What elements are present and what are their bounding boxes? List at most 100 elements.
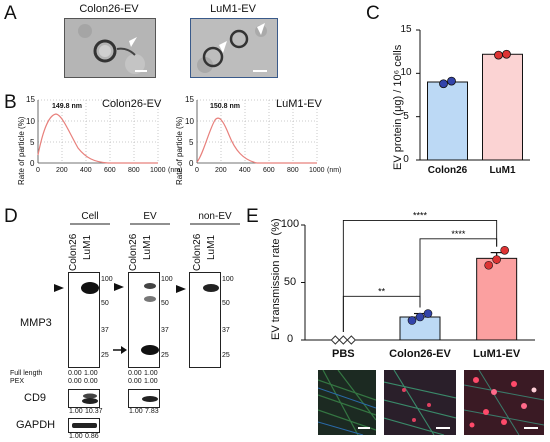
chart-e-point bbox=[500, 245, 509, 255]
chart-c-category: LuM1 bbox=[489, 165, 516, 176]
chart-c-category: Colon26 bbox=[427, 165, 468, 176]
blot-mmp3-cell bbox=[68, 272, 100, 368]
arrowhead-ev-full bbox=[114, 283, 124, 291]
chart-c-bar bbox=[482, 53, 523, 161]
chart-e-point bbox=[484, 260, 493, 270]
chart-e-point bbox=[423, 309, 433, 318]
micrograph-colon26-ev bbox=[384, 370, 456, 435]
em-image-colon26 bbox=[64, 18, 156, 78]
nta-ytick-15-right: 15 bbox=[185, 95, 194, 104]
panel-label-c: C bbox=[366, 3, 380, 24]
chart-c-ytick-label: 10 bbox=[400, 67, 412, 79]
nta-xtick-0-right: 0 bbox=[195, 167, 199, 174]
chart-e-significance-bracket bbox=[342, 219, 498, 332]
mw-ev-25: 25 bbox=[161, 352, 169, 359]
mw-nonev-100: 100 bbox=[222, 276, 234, 283]
chart-e-category: LuM1-EV bbox=[473, 348, 521, 360]
nta-xtick-600-right: 600 bbox=[263, 167, 275, 174]
nta-xtick-1000-left: 1000 bbox=[150, 167, 166, 174]
mw-cell-100: 100 bbox=[101, 276, 113, 283]
nta-xtick-400-left: 400 bbox=[80, 167, 92, 174]
blot-mmp3-ev bbox=[128, 272, 160, 368]
nta-name-colon26: Colon26-EV bbox=[102, 98, 162, 110]
nta-xtick-800-right: 800 bbox=[287, 167, 299, 174]
nta-ytick-0-right: 0 bbox=[189, 159, 194, 168]
chart-e-plot: ********** bbox=[301, 210, 535, 345]
nta-ytick-10-left: 10 bbox=[26, 117, 35, 126]
chart-e-point bbox=[330, 335, 341, 345]
chart-e-category: PBS bbox=[332, 348, 355, 360]
cd9-cell-colon26: 1.00 bbox=[69, 408, 83, 415]
mw-cell-50: 50 bbox=[101, 300, 109, 307]
arrowhead-cell-full bbox=[54, 284, 64, 292]
nta-xtick-600-left: 600 bbox=[104, 167, 116, 174]
nta-ylabel-left: Rate of particle (%) bbox=[17, 116, 26, 185]
chart-e-point bbox=[346, 335, 357, 345]
chart-e-point bbox=[338, 335, 349, 345]
gapdh-cell-lum1: 0.86 bbox=[85, 433, 99, 440]
em-title-lum1: LuM1-EV bbox=[210, 3, 256, 15]
chart-c-point bbox=[502, 49, 511, 59]
chart-e-point bbox=[492, 255, 501, 264]
blot-gapdh-cell bbox=[68, 418, 100, 433]
chart-c-ytick-label: 15 bbox=[400, 24, 412, 35]
panel-label-e: E bbox=[246, 206, 259, 227]
chart-c-plot bbox=[416, 29, 530, 161]
cd9-ev-colon26: 1.00 bbox=[129, 408, 143, 415]
lane-ev-lum1: LuM1 bbox=[142, 234, 153, 260]
nta-xtick-800-left: 800 bbox=[128, 167, 140, 174]
ev-pex-lum1: 1.00 bbox=[144, 378, 158, 385]
blot-group-cell: Cell bbox=[81, 211, 99, 222]
cd9-cell-lum1: 10.37 bbox=[85, 408, 103, 415]
pex-label: PEX bbox=[10, 378, 25, 385]
panel-label-d: D bbox=[4, 206, 18, 227]
chart-e-ytick-label: 100 bbox=[280, 218, 300, 230]
nta-ytick-5-right: 5 bbox=[189, 138, 194, 147]
chart-c-point bbox=[494, 50, 503, 60]
lane-cell-lum1: LuM1 bbox=[82, 234, 93, 260]
panel-label-b: B bbox=[4, 92, 17, 113]
micrograph-lum1-ev bbox=[464, 370, 544, 435]
chart-c-ylabel: EV protein (μg) / 10⁶ cells bbox=[392, 44, 404, 170]
blot-mmp3-nonev bbox=[189, 272, 221, 368]
chart-c-bar bbox=[427, 81, 468, 161]
nta-plot-colon26 bbox=[37, 99, 159, 164]
ev-full-lum1: 1.00 bbox=[144, 370, 158, 377]
mw-ev-37: 37 bbox=[161, 327, 169, 334]
nta-xtick-0-left: 0 bbox=[36, 167, 40, 174]
cell-pex-colon26: 0.00 bbox=[68, 378, 82, 385]
nta-ylabel-right: Rate of particle (%) bbox=[175, 116, 184, 185]
chart-c-ytick-label: 0 bbox=[403, 154, 409, 165]
cd9-label: CD9 bbox=[24, 392, 47, 404]
nta-xtick-200-left: 200 bbox=[56, 167, 68, 174]
chart-e-bar bbox=[476, 257, 518, 341]
chart-c-point bbox=[439, 79, 448, 89]
micrograph-pbs bbox=[318, 370, 376, 435]
nta-ytick-5-left: 5 bbox=[30, 138, 35, 147]
mw-nonev-37: 37 bbox=[222, 327, 230, 334]
ev-full-colon26: 0.00 bbox=[128, 370, 142, 377]
chart-e-significance-label: ** bbox=[378, 286, 386, 296]
nta-peak-colon26: 149.8 nm bbox=[52, 103, 82, 110]
nta-xtick-1000-right: 1000 bbox=[309, 167, 325, 174]
nta-xunit-right: (nm) bbox=[327, 167, 342, 174]
cell-full-colon26: 0.00 bbox=[68, 370, 82, 377]
mmp3-label: MMP3 bbox=[20, 317, 52, 329]
blot-group-underlines bbox=[70, 223, 240, 225]
cell-full-lum1: 1.00 bbox=[84, 370, 98, 377]
chart-c-ytick-label: 5 bbox=[403, 110, 409, 122]
chart-c-point bbox=[447, 76, 456, 86]
chart-e-significance-label: **** bbox=[451, 229, 466, 239]
blot-cd9-cell bbox=[68, 389, 100, 408]
full-length-label: Full length bbox=[10, 370, 43, 377]
mw-nonev-50: 50 bbox=[222, 300, 230, 307]
nta-peak-lum1: 150.8 nm bbox=[210, 103, 240, 110]
chart-e-point bbox=[407, 316, 417, 325]
chart-e-ytick-label: 0 bbox=[286, 333, 294, 345]
lane-ev-colon26: Colon26 bbox=[128, 233, 139, 271]
nta-ytick-0-left: 0 bbox=[30, 159, 35, 168]
arrowhead-nonev-full bbox=[176, 285, 186, 293]
gapdh-cell-colon26: 1.00 bbox=[69, 433, 83, 440]
blot-group-nonev: non-EV bbox=[198, 211, 232, 222]
mw-cell-37: 37 bbox=[101, 327, 109, 334]
